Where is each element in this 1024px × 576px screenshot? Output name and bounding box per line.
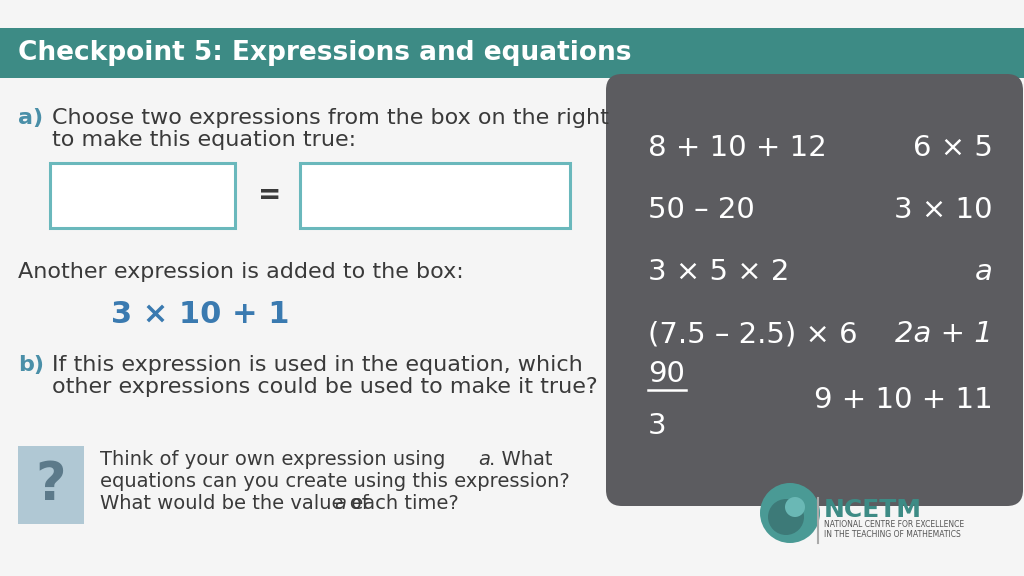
Text: NATIONAL CENTRE FOR EXCELLENCE: NATIONAL CENTRE FOR EXCELLENCE xyxy=(824,520,965,529)
Text: a: a xyxy=(334,494,346,513)
Text: 90: 90 xyxy=(648,360,685,388)
Text: a: a xyxy=(478,450,490,469)
Text: ?: ? xyxy=(36,459,67,511)
Text: Checkpoint 5: Expressions and equations: Checkpoint 5: Expressions and equations xyxy=(18,40,632,66)
Text: 3: 3 xyxy=(648,412,667,440)
Text: equations can you create using this expression?: equations can you create using this expr… xyxy=(100,472,569,491)
FancyBboxPatch shape xyxy=(300,163,570,228)
Text: Choose two expressions from the box on the right: Choose two expressions from the box on t… xyxy=(52,108,609,128)
Text: other expressions could be used to make it true?: other expressions could be used to make … xyxy=(52,377,598,397)
Text: IN THE TEACHING OF MATHEMATICS: IN THE TEACHING OF MATHEMATICS xyxy=(824,530,961,539)
Text: 3 × 5 × 2: 3 × 5 × 2 xyxy=(648,258,790,286)
Text: each time?: each time? xyxy=(345,494,459,513)
Text: 50 – 20: 50 – 20 xyxy=(648,196,755,224)
Text: 6 × 5: 6 × 5 xyxy=(913,134,993,162)
Text: b): b) xyxy=(18,355,44,375)
Text: If this expression is used in the equation, which: If this expression is used in the equati… xyxy=(52,355,583,375)
Text: a: a xyxy=(975,258,993,286)
Text: =: = xyxy=(258,181,282,209)
Bar xyxy=(0,28,1024,78)
Text: to make this equation true:: to make this equation true: xyxy=(52,130,356,150)
Text: (7.5 – 2.5) × 6: (7.5 – 2.5) × 6 xyxy=(648,320,858,348)
Text: 3 × 10 + 1: 3 × 10 + 1 xyxy=(111,300,289,329)
Circle shape xyxy=(785,497,805,517)
Text: 2a + 1: 2a + 1 xyxy=(895,320,993,348)
Text: NCETM: NCETM xyxy=(824,498,922,522)
Text: 8 + 10 + 12: 8 + 10 + 12 xyxy=(648,134,826,162)
Text: Think of your own expression using: Think of your own expression using xyxy=(100,450,452,469)
Text: What would be the value of: What would be the value of xyxy=(100,494,375,513)
Text: . What: . What xyxy=(489,450,553,469)
Text: Another expression is added to the box:: Another expression is added to the box: xyxy=(18,262,464,282)
Circle shape xyxy=(768,499,804,535)
FancyBboxPatch shape xyxy=(606,74,1023,506)
FancyBboxPatch shape xyxy=(18,446,84,524)
Circle shape xyxy=(760,483,820,543)
Text: 3 × 10: 3 × 10 xyxy=(895,196,993,224)
Text: a): a) xyxy=(18,108,43,128)
Text: 9 + 10 + 11: 9 + 10 + 11 xyxy=(814,386,993,414)
FancyBboxPatch shape xyxy=(50,163,234,228)
